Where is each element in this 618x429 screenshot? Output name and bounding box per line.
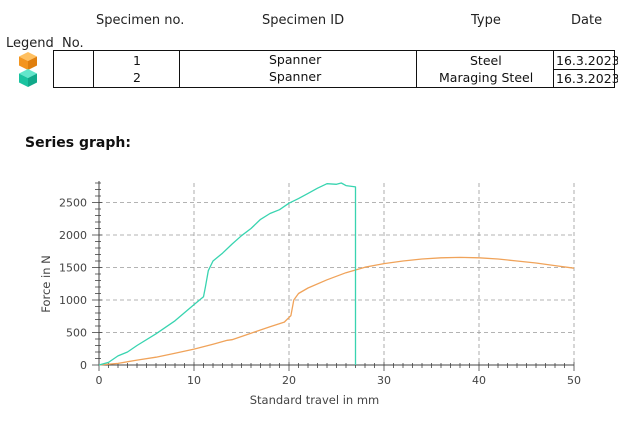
y-tick-label: 2000 (59, 229, 87, 242)
series-graph: 0 500 1000 1500 2000 2500 0 10 20 30 40 50 Standard … (39, 181, 581, 407)
header-legend: Legend (6, 36, 54, 51)
y-tick-label: 500 (66, 327, 87, 340)
x-tick-label: 30 (377, 374, 391, 387)
x-tick-label: 40 (472, 374, 486, 387)
series-line-2 (98, 182, 357, 366)
x-axis-label: Standard travel in mm (250, 393, 380, 407)
row2-type: Maraging Steel (439, 70, 534, 85)
table-cell-date-2 (553, 69, 615, 88)
y-tick-label: 1000 (59, 294, 87, 307)
row1-date: 16.3.2023 (556, 53, 618, 68)
header-date: Date (571, 13, 603, 28)
row2-date: 16.3.2023 (556, 71, 618, 86)
header-no: No. (62, 36, 84, 51)
header-specimen-no: Specimen no. (96, 13, 185, 28)
header-type: Type (471, 13, 501, 28)
row1-type: Steel (470, 53, 502, 68)
row1-no: 1 (133, 53, 141, 68)
section-title: Series graph: (25, 135, 131, 151)
header-specimen-id: Specimen ID (262, 13, 345, 28)
row1-id: Spanner (269, 52, 322, 67)
y-axis-label: Force in N (39, 255, 53, 313)
series-line-1 (98, 256, 575, 366)
x-tick-label: 10 (187, 374, 201, 387)
legend-cube-orange-icon (19, 52, 37, 70)
x-tick-label: 0 (96, 374, 103, 387)
table-cell-no (53, 50, 94, 88)
x-tick-label: 50 (567, 374, 581, 387)
y-tick-label: 0 (80, 359, 87, 372)
x-tick-label: 20 (282, 374, 296, 387)
row2-no: 2 (133, 70, 141, 85)
row2-id: Spanner (269, 69, 322, 84)
legend-cube-teal-icon (19, 69, 37, 87)
y-tick-label: 2500 (59, 197, 87, 210)
y-tick-label: 1500 (59, 262, 87, 275)
